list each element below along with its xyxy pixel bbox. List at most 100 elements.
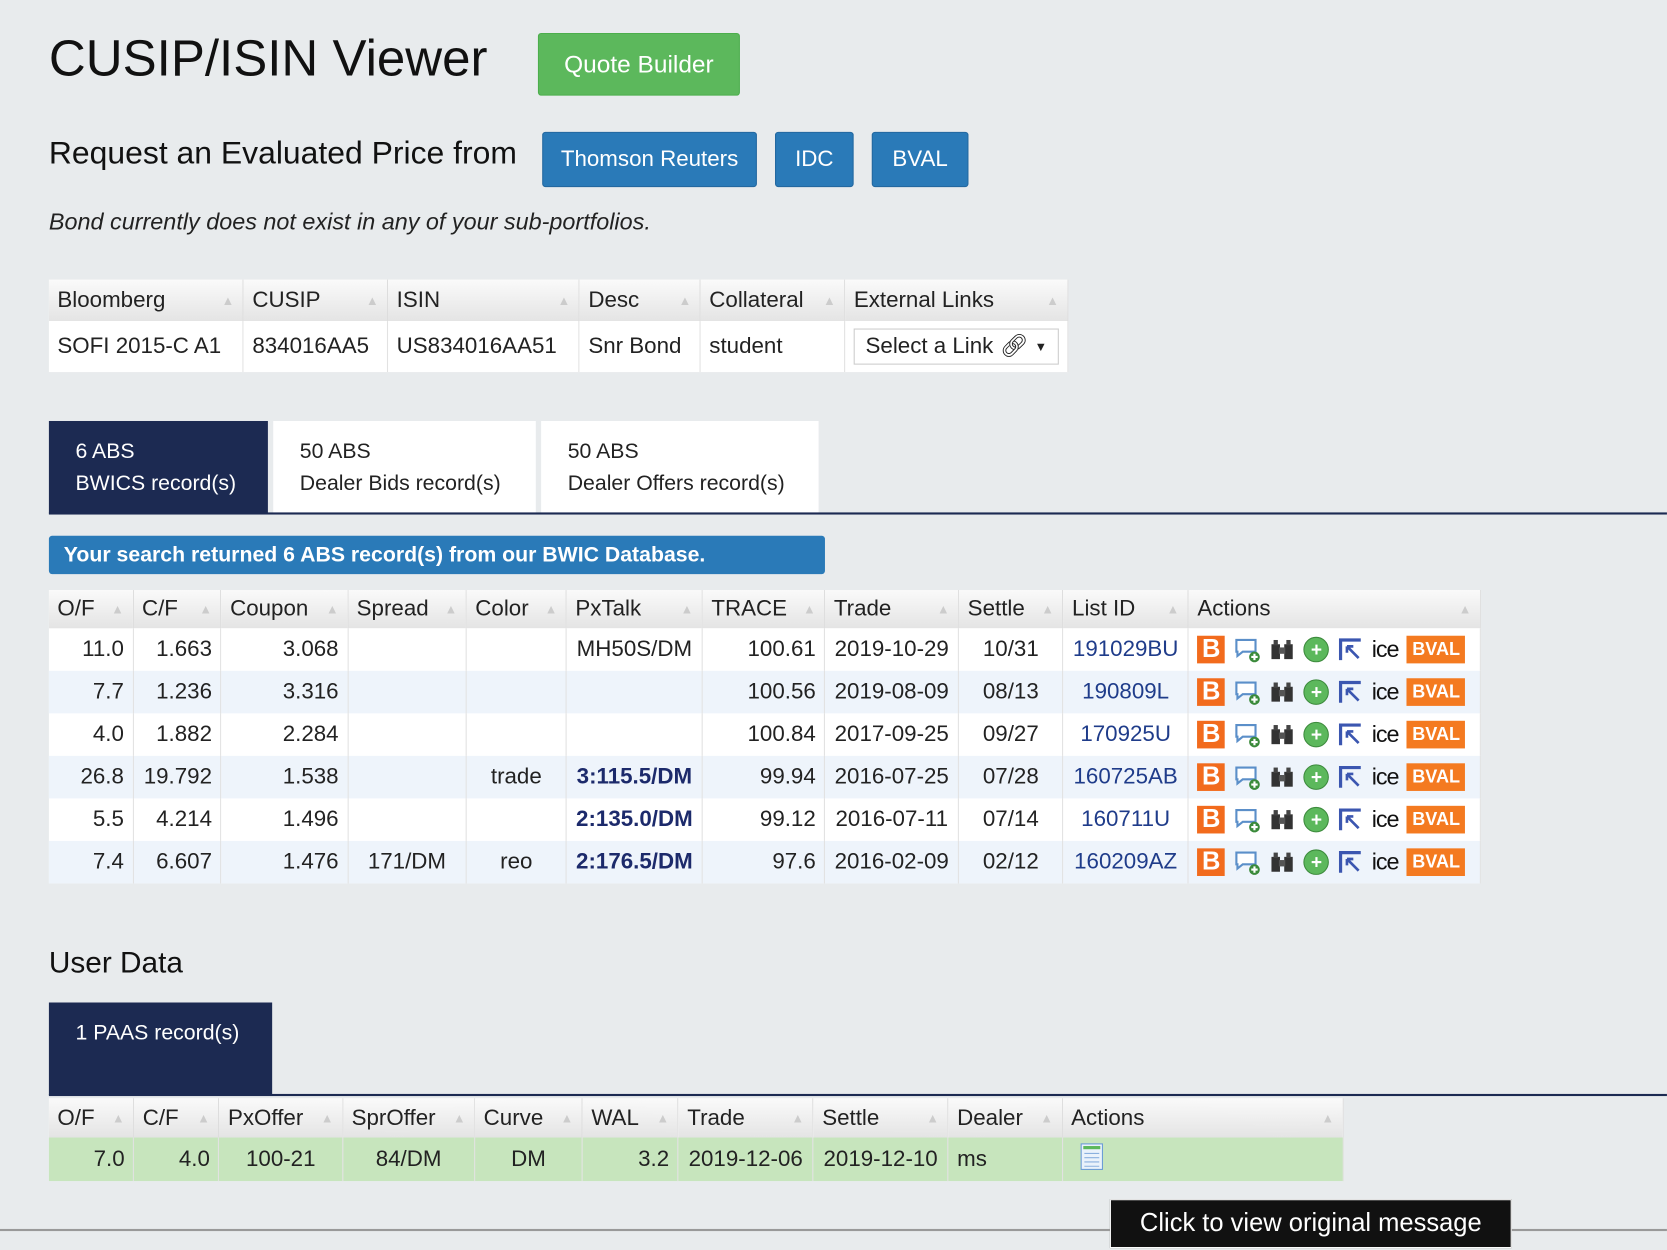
sort-icon[interactable]: ▲ [111,601,124,617]
ice-logo[interactable]: ice [1371,678,1400,705]
bval-button[interactable]: BVAL [871,131,969,188]
binoculars-icon[interactable] [1270,765,1296,788]
sort-icon[interactable]: ▲ [197,1110,210,1126]
ice-logo[interactable]: ice [1371,635,1400,663]
column-header[interactable]: C/F ▲ [132,590,222,629]
sort-icon[interactable]: ▲ [936,601,950,617]
comment-add-icon[interactable] [1233,763,1261,791]
bval-logo[interactable]: BVAL [1406,635,1466,664]
column-header[interactable]: TRACE ▲ [702,590,826,629]
binoculars-icon[interactable] [1270,723,1296,746]
tab-paas[interactable]: 1 PAAS record(s) [48,1002,273,1095]
column-header[interactable]: WAL ▲ [582,1098,679,1138]
sort-icon[interactable]: ▲ [365,292,379,308]
sort-icon[interactable]: ▲ [199,601,213,617]
sort-icon[interactable]: ▲ [1040,1110,1054,1126]
column-header[interactable]: Coupon ▲ [221,590,349,629]
binoculars-icon[interactable] [1270,808,1296,831]
bloomberg-icon[interactable]: B [1197,805,1225,834]
binoculars-icon[interactable] [1270,850,1296,873]
idc-button[interactable]: IDC [774,131,854,188]
column-header[interactable]: Settle ▲ [813,1098,949,1138]
thomson-reuters-button[interactable]: Thomson Reuters [542,131,757,188]
sort-icon[interactable]: ▲ [680,601,694,617]
sort-icon[interactable]: ▲ [452,1110,466,1126]
column-header[interactable]: List ID ▲ [1063,590,1189,629]
column-header[interactable]: Curve ▲ [474,1098,583,1138]
bloomberg-icon[interactable]: B [1197,677,1225,706]
sort-icon[interactable]: ▲ [221,292,235,308]
cursor-arrow-icon[interactable] [1338,637,1364,663]
sort-icon[interactable]: ▲ [544,601,558,617]
sort-icon[interactable]: ▲ [1321,1110,1335,1126]
bval-logo[interactable]: BVAL [1406,805,1466,834]
view-message-icon[interactable] [1080,1142,1103,1170]
sort-icon[interactable]: ▲ [1041,601,1054,617]
comment-add-icon[interactable] [1233,848,1261,876]
cursor-arrow-icon[interactable] [1338,679,1364,705]
column-header[interactable]: Color ▲ [466,590,567,629]
sort-icon[interactable]: ▲ [112,1110,125,1126]
column-header[interactable]: PxTalk ▲ [566,590,703,629]
tab-dealer-offers[interactable]: 50 ABS Dealer Offers record(s) [541,420,819,514]
cursor-arrow-icon[interactable] [1338,722,1364,748]
bval-logo[interactable]: BVAL [1406,678,1466,706]
column-header[interactable]: O/F ▲ [48,1098,135,1138]
sort-icon[interactable]: ▲ [926,1110,940,1126]
binoculars-icon[interactable] [1270,638,1296,661]
sort-icon[interactable]: ▲ [1166,601,1180,617]
sort-icon[interactable]: ▲ [320,1110,334,1126]
sort-icon[interactable]: ▲ [656,1110,670,1126]
bloomberg-icon[interactable]: B [1197,762,1225,791]
bloomberg-icon[interactable]: B [1197,847,1225,876]
column-header[interactable]: Trade ▲ [678,1098,814,1138]
column-header[interactable]: Trade ▲ [824,590,960,629]
ice-logo[interactable]: ice [1371,805,1400,833]
column-header[interactable]: Bloomberg ▲ [48,279,244,322]
list-id-link[interactable]: 191029BU [1063,628,1189,671]
column-header[interactable]: SprOffer ▲ [342,1098,476,1138]
add-circle-icon[interactable]: + [1303,679,1330,705]
ice-logo[interactable]: ice [1371,720,1400,748]
column-header[interactable]: CUSIP ▲ [243,279,389,322]
sort-icon[interactable]: ▲ [1046,292,1059,308]
ice-logo[interactable]: ice [1371,848,1400,875]
column-header[interactable]: PxOffer ▲ [218,1098,344,1138]
list-id-link[interactable]: 170925U [1063,713,1189,756]
column-header[interactable]: Spread ▲ [347,590,467,629]
list-id-link[interactable]: 160209AZ [1063,840,1189,884]
column-header[interactable]: O/F ▲ [48,590,134,629]
column-header[interactable]: Dealer ▲ [948,1098,1063,1138]
add-circle-icon[interactable]: + [1303,721,1330,748]
bval-logo[interactable]: BVAL [1406,848,1466,876]
list-id-link[interactable]: 160725AB [1063,755,1189,799]
tab-dealer-bids[interactable]: 50 ABS Dealer Bids record(s) [273,420,536,514]
sort-icon[interactable]: ▲ [444,601,458,617]
add-circle-icon[interactable]: + [1303,636,1330,663]
column-header[interactable]: External Links ▲ [844,279,1069,322]
tab-bwics[interactable]: 6 ABS BWICS record(s) [48,420,268,514]
column-header[interactable]: C/F ▲ [133,1098,220,1138]
comment-add-icon[interactable] [1233,806,1261,834]
cursor-arrow-icon[interactable] [1338,807,1364,833]
list-id-link[interactable]: 160711U [1063,798,1189,841]
column-header[interactable]: ISIN ▲ [387,279,580,322]
comment-add-icon[interactable] [1233,678,1261,706]
sort-icon[interactable]: ▲ [325,601,339,617]
column-header[interactable]: Actions ▲ [1062,1098,1344,1138]
column-header[interactable]: Collateral ▲ [700,279,846,322]
select-link-dropdown[interactable]: Select a Link 🔗︎ ▼ [853,328,1059,365]
column-header[interactable]: Actions ▲ [1188,590,1481,629]
comment-add-icon[interactable] [1233,636,1261,664]
ice-logo[interactable]: ice [1371,763,1400,790]
sort-icon[interactable]: ▲ [560,1110,574,1126]
cursor-arrow-icon[interactable] [1338,764,1364,790]
binoculars-icon[interactable] [1270,680,1296,703]
cursor-arrow-icon[interactable] [1338,849,1364,875]
bloomberg-icon[interactable]: B [1197,635,1225,664]
sort-icon[interactable]: ▲ [803,601,816,617]
sort-icon[interactable]: ▲ [823,292,836,308]
bloomberg-icon[interactable]: B [1197,720,1225,749]
comment-add-icon[interactable] [1233,721,1261,749]
column-header[interactable]: Desc ▲ [579,279,701,322]
